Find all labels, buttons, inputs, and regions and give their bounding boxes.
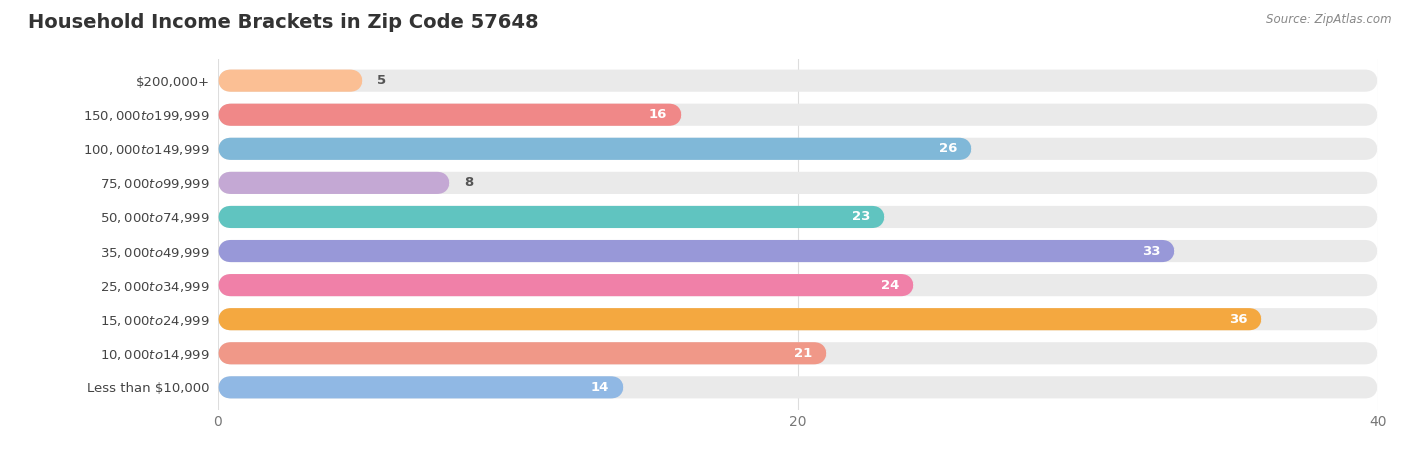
Text: 26: 26 — [939, 142, 957, 155]
FancyBboxPatch shape — [218, 342, 1378, 364]
FancyBboxPatch shape — [218, 342, 827, 364]
FancyBboxPatch shape — [218, 206, 1378, 228]
Text: 8: 8 — [464, 176, 474, 189]
FancyBboxPatch shape — [218, 172, 450, 194]
FancyBboxPatch shape — [218, 274, 1378, 296]
FancyBboxPatch shape — [218, 240, 1175, 262]
Text: 24: 24 — [882, 279, 900, 292]
FancyBboxPatch shape — [218, 206, 884, 228]
Text: 21: 21 — [794, 347, 813, 360]
Text: 33: 33 — [1142, 244, 1160, 257]
FancyBboxPatch shape — [218, 172, 1378, 194]
Text: 23: 23 — [852, 211, 870, 224]
FancyBboxPatch shape — [218, 308, 1378, 330]
Text: 16: 16 — [650, 108, 668, 121]
FancyBboxPatch shape — [218, 138, 972, 160]
Text: Household Income Brackets in Zip Code 57648: Household Income Brackets in Zip Code 57… — [28, 14, 538, 32]
FancyBboxPatch shape — [218, 376, 624, 398]
Text: 14: 14 — [591, 381, 609, 394]
FancyBboxPatch shape — [218, 376, 1378, 398]
FancyBboxPatch shape — [218, 274, 914, 296]
FancyBboxPatch shape — [218, 70, 1378, 92]
FancyBboxPatch shape — [218, 104, 1378, 126]
FancyBboxPatch shape — [218, 240, 1378, 262]
FancyBboxPatch shape — [218, 70, 363, 92]
Text: 36: 36 — [1229, 313, 1247, 326]
FancyBboxPatch shape — [218, 104, 682, 126]
Text: Source: ZipAtlas.com: Source: ZipAtlas.com — [1267, 14, 1392, 27]
FancyBboxPatch shape — [218, 138, 1378, 160]
Text: 5: 5 — [377, 74, 387, 87]
FancyBboxPatch shape — [218, 308, 1263, 330]
